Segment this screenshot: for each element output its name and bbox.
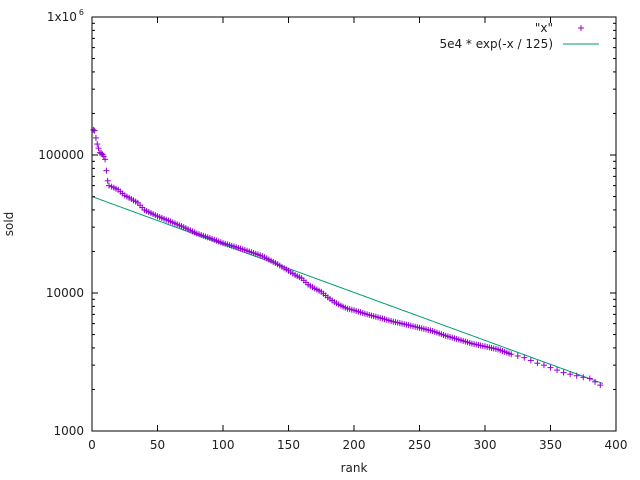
data-point <box>586 375 593 382</box>
data-point <box>90 126 97 133</box>
data-point <box>514 352 521 359</box>
fit-line-series <box>91 196 604 384</box>
data-point <box>592 378 599 385</box>
x-tick-label: 300 <box>474 438 497 452</box>
y-tick-label: 1000 <box>53 424 84 438</box>
data-point <box>103 167 110 174</box>
data-point <box>106 182 113 189</box>
x-tick-label: 400 <box>605 438 628 452</box>
legend-label-points: "x" <box>535 21 553 35</box>
x-tick-label: 150 <box>277 438 300 452</box>
fit-line <box>91 196 604 384</box>
plot-border <box>91 16 617 432</box>
y-tick-labels: 1000 10000 100000 1x10 6 <box>38 8 84 438</box>
data-point <box>95 145 102 152</box>
x-tick-labels: 0 50 100 150 200 250 300 350 400 <box>88 438 627 452</box>
data-point <box>580 374 587 381</box>
x-tick-label: 100 <box>212 438 235 452</box>
data-point <box>540 362 547 369</box>
x-tick-label: 250 <box>408 438 431 452</box>
data-point <box>527 357 534 364</box>
y-tick-label: 1x10 6 <box>47 8 84 24</box>
x-tick-label: 200 <box>343 438 366 452</box>
data-point <box>94 141 101 148</box>
data-points-series <box>90 126 604 389</box>
data-point <box>567 371 574 378</box>
data-point <box>554 367 561 374</box>
data-point <box>98 150 105 157</box>
x-tick-label: 50 <box>150 438 165 452</box>
data-point <box>92 134 99 141</box>
data-point <box>91 127 98 134</box>
y-tick-label: 100000 <box>38 148 84 162</box>
data-point <box>100 153 107 160</box>
data-point <box>547 364 554 371</box>
data-point <box>508 351 515 358</box>
data-point <box>104 177 111 184</box>
x-tick-label: 0 <box>88 438 96 452</box>
data-point <box>573 372 580 379</box>
data-point <box>534 360 541 367</box>
x-axis-label: rank <box>341 461 368 475</box>
x-tick-label: 350 <box>539 438 562 452</box>
y-tick-label: 10000 <box>46 286 84 300</box>
legend-marker-points <box>578 25 584 31</box>
data-point <box>578 25 584 31</box>
data-point <box>597 382 604 389</box>
data-point <box>521 354 528 361</box>
y-axis-label: sold <box>2 212 16 237</box>
legend: "x" 5e4 * exp(-x / 125) <box>439 21 599 51</box>
legend-label-fit: 5e4 * exp(-x / 125) <box>439 37 553 51</box>
data-point <box>560 369 567 376</box>
data-point <box>102 156 109 163</box>
